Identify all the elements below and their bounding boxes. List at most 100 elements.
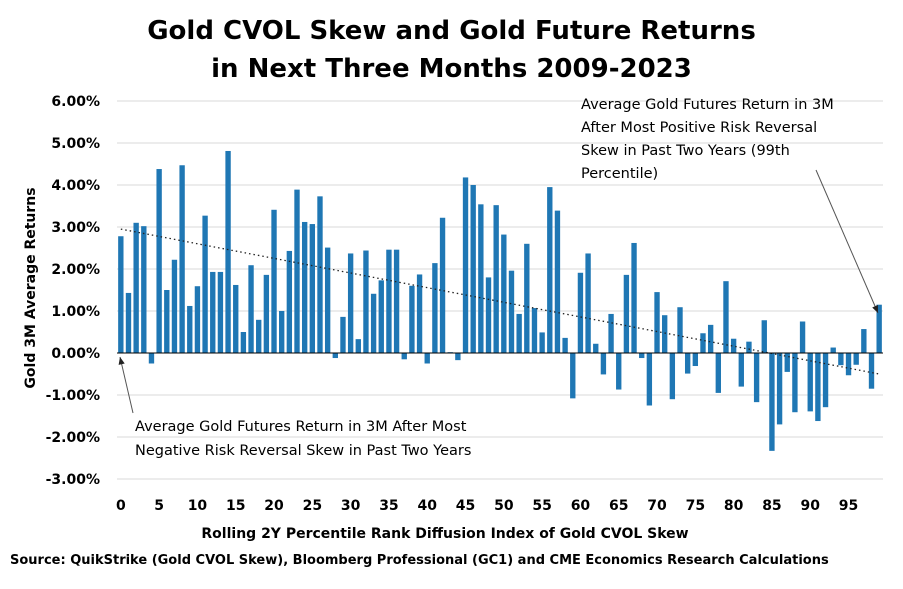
bar xyxy=(171,259,178,353)
bar xyxy=(861,329,867,353)
bar xyxy=(868,353,875,389)
arrow-line xyxy=(119,356,134,414)
annotation-line: Percentile) xyxy=(581,166,658,182)
bar xyxy=(286,250,293,353)
annotation-line: Skew in Past Two Years (99th xyxy=(581,143,790,159)
x-tick-label: 80 xyxy=(724,498,744,514)
bar xyxy=(524,243,530,353)
y-tick-label: -3.00% xyxy=(46,472,100,488)
bar xyxy=(409,285,415,353)
bar xyxy=(593,343,599,353)
bar xyxy=(309,224,316,353)
bar xyxy=(148,353,155,364)
bar xyxy=(179,165,185,353)
x-tick-label: 20 xyxy=(264,498,284,514)
bar xyxy=(792,353,798,413)
x-tick-label: 30 xyxy=(341,498,361,514)
bar xyxy=(761,320,767,353)
x-tick-label: 35 xyxy=(379,498,398,514)
bar xyxy=(194,286,201,353)
bar xyxy=(279,311,285,353)
x-tick-label: 55 xyxy=(532,498,551,514)
bar xyxy=(271,209,277,353)
bar xyxy=(853,353,859,365)
bar xyxy=(210,271,216,353)
x-tick-label: 60 xyxy=(571,498,591,514)
y-tick-label: -2.00% xyxy=(46,430,100,446)
bar xyxy=(370,293,377,353)
bar xyxy=(118,236,124,353)
bar xyxy=(769,353,775,451)
bar xyxy=(577,272,584,353)
annotation-negative-skew: Average Gold Futures Return in 3M After … xyxy=(135,419,471,459)
bar xyxy=(776,353,783,425)
bar xyxy=(600,353,607,375)
bar xyxy=(639,353,645,359)
bar xyxy=(585,253,591,353)
bar xyxy=(416,274,423,353)
bar xyxy=(623,274,630,353)
bar xyxy=(631,242,637,353)
bar xyxy=(654,292,660,353)
bar xyxy=(508,270,515,353)
bar xyxy=(432,263,438,353)
bar xyxy=(378,280,384,353)
bar xyxy=(753,353,760,403)
x-tick-label: 0 xyxy=(116,498,126,514)
x-tick-label: 90 xyxy=(800,498,820,514)
bar xyxy=(707,324,714,353)
bar xyxy=(876,304,882,353)
bar xyxy=(225,150,231,353)
bar xyxy=(493,205,499,353)
bar xyxy=(263,274,270,353)
bar xyxy=(393,249,400,353)
bar xyxy=(187,305,193,353)
bar xyxy=(723,281,729,353)
bar xyxy=(715,353,721,393)
x-tick-label: 65 xyxy=(609,498,628,514)
bar xyxy=(141,226,147,353)
bar xyxy=(133,222,139,353)
x-tick-label: 15 xyxy=(226,498,245,514)
y-tick-label: -1.00% xyxy=(46,388,100,404)
x-tick-label: 70 xyxy=(647,498,667,514)
bar xyxy=(485,277,492,353)
bar xyxy=(248,265,254,353)
y-axis-label: Gold 3M Average Returns xyxy=(23,187,39,388)
bar xyxy=(386,249,392,353)
y-tick-label: 4.00% xyxy=(51,178,100,194)
bar xyxy=(554,210,561,353)
y-tick-label: 1.00% xyxy=(51,304,100,320)
x-axis-label: Rolling 2Y Percentile Rank Diffusion Ind… xyxy=(201,526,688,542)
bar xyxy=(240,332,247,353)
bar xyxy=(838,353,844,366)
x-tick-labels: 0 5 10 15 20 25 30 35 40 45 50 55 60 65 70 75 80 85 90 95 xyxy=(116,498,858,514)
bar xyxy=(684,353,691,374)
annotation-line: Average Gold Futures Return in 3M xyxy=(581,97,834,113)
bar xyxy=(455,353,461,361)
y-tick-label: 6.00% xyxy=(51,94,100,110)
bar xyxy=(125,292,132,353)
bar-series xyxy=(118,150,882,451)
x-tick-label: 10 xyxy=(188,498,208,514)
bar xyxy=(692,353,699,367)
x-tick-label: 45 xyxy=(456,498,475,514)
bar xyxy=(746,341,752,353)
bar xyxy=(470,185,476,353)
title-line-1: Gold CVOL Skew and Gold Future Returns xyxy=(147,16,756,46)
bar xyxy=(347,253,354,353)
bar xyxy=(363,250,369,353)
bar xyxy=(700,333,706,353)
bar xyxy=(462,177,469,353)
y-tick-label: 3.00% xyxy=(51,220,100,236)
x-tick-label: 50 xyxy=(494,498,514,514)
bar xyxy=(562,337,568,353)
bar xyxy=(730,338,737,353)
bar xyxy=(807,353,813,412)
title-line-2: in Next Three Months 2009-2023 xyxy=(211,54,692,84)
bar xyxy=(217,271,224,353)
bar xyxy=(501,234,507,353)
bar xyxy=(317,196,323,353)
y-tick-labels: 6.00% 5.00% 4.00% 3.00% 2.00% 1.00% 0.00% -1.00… xyxy=(46,94,100,488)
y-tick-label: 0.00% xyxy=(51,346,100,362)
